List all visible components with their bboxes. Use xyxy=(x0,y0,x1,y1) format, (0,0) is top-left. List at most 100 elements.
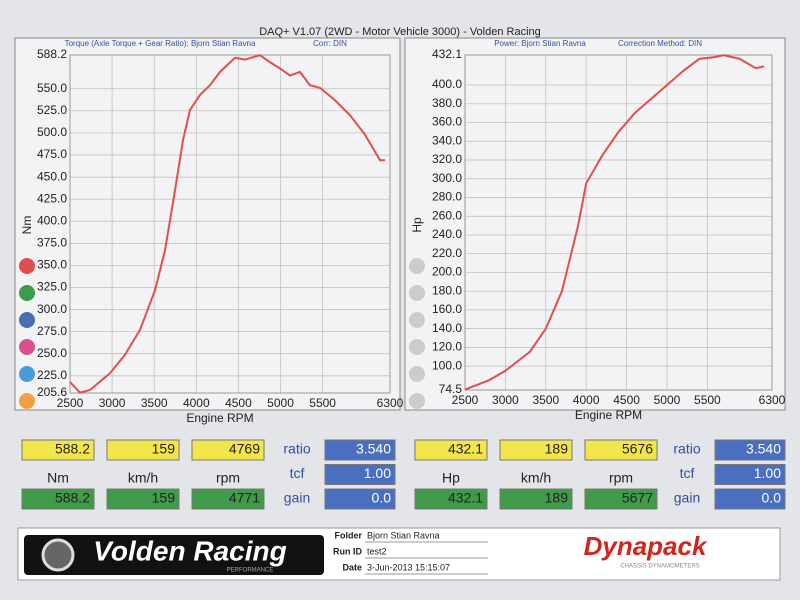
readout-cell xyxy=(191,439,265,461)
brand-sub: CHASSIS DYNAMOMETERS xyxy=(620,564,699,570)
readout-bottom: 588.2 xyxy=(55,490,90,506)
x-tick-label: 5000 xyxy=(654,393,681,407)
x-tick-label: 4500 xyxy=(225,396,252,410)
readout-units: Hp xyxy=(442,470,460,486)
chart-note: Correction Method: DIN xyxy=(618,39,702,48)
param-label: ratio xyxy=(673,441,700,457)
y-tick-label: 275.0 xyxy=(37,324,67,338)
field-value: Bjorn Stian Ravna xyxy=(367,530,440,540)
readout-cell xyxy=(499,439,573,461)
logo-box xyxy=(24,535,324,575)
y-tick-label: 525.0 xyxy=(37,103,67,117)
readout-bottom: 5677 xyxy=(622,490,653,506)
y-tick-label: 425.0 xyxy=(37,191,67,205)
y-tick-label: 200.0 xyxy=(432,265,462,279)
readout-top: 4769 xyxy=(229,441,260,457)
y-tick-label: 160.0 xyxy=(432,302,462,316)
y-tick-label: 100.0 xyxy=(432,358,462,372)
plot-frame xyxy=(69,54,391,394)
readout-units: km/h xyxy=(128,470,158,486)
logo-sub: PERFORMANCE xyxy=(227,568,274,574)
readout-units: rpm xyxy=(609,470,633,486)
readout-top: 588.2 xyxy=(55,441,90,457)
readout-units: Nm xyxy=(47,470,69,486)
y-tick-label: 450.0 xyxy=(37,169,67,183)
x-tick-label: 3500 xyxy=(532,393,559,407)
y-tick-label: 380.0 xyxy=(432,96,462,110)
readout-cell xyxy=(499,488,573,510)
param-label: gain xyxy=(284,490,310,506)
logo-wheel xyxy=(41,538,75,572)
param-cell xyxy=(324,488,396,510)
readout-top: 159 xyxy=(152,441,176,457)
y-tick-label: 432.1 xyxy=(432,47,462,61)
x-tick-label: 4000 xyxy=(573,393,600,407)
y-tick-label: 280.0 xyxy=(432,190,462,204)
param-label: tcf xyxy=(290,465,305,481)
brand: Dynapack xyxy=(584,531,708,561)
x-tick-label: 3000 xyxy=(99,396,126,410)
chart-frame xyxy=(404,37,786,411)
y-tick-label: 340.0 xyxy=(432,133,462,147)
legend-dot xyxy=(19,393,35,409)
y-tick-label: 360.0 xyxy=(432,115,462,129)
legend-dot xyxy=(19,312,35,328)
y-tick-label: 120.0 xyxy=(432,340,462,354)
y-tick-label: 550.0 xyxy=(37,81,67,95)
readout-cell xyxy=(106,439,180,461)
y-tick-label: 74.5 xyxy=(439,382,463,396)
y-axis-label: Nm xyxy=(20,216,34,235)
field-value: 3-Jun-2013 15:15:07 xyxy=(367,562,450,572)
y-tick-label: 475.0 xyxy=(37,147,67,161)
torque-line xyxy=(69,54,386,394)
readout-cell xyxy=(584,439,658,461)
x-tick-label: 3500 xyxy=(141,396,168,410)
legend-dot xyxy=(409,339,425,355)
y-tick-label: 220.0 xyxy=(432,246,462,260)
readout-cell xyxy=(414,488,488,510)
param-value: 1.00 xyxy=(754,465,781,481)
readout-cell xyxy=(21,439,95,461)
readout-bottom: 189 xyxy=(545,490,569,506)
logo: Volden Racing xyxy=(93,535,286,566)
legend-dot xyxy=(409,312,425,328)
y-tick-label: 320.0 xyxy=(432,152,462,166)
y-tick-label: 375.0 xyxy=(37,236,67,250)
field-label: Run ID xyxy=(333,546,362,556)
param-label: gain xyxy=(674,490,700,506)
param-value: 3.540 xyxy=(356,441,391,457)
page-title: DAQ+ V1.07 (2WD - Motor Vehicle 3000) - … xyxy=(259,26,541,38)
param-value: 3.540 xyxy=(746,441,781,457)
readout-bottom: 159 xyxy=(152,490,176,506)
readout-cell xyxy=(21,488,95,510)
y-tick-label: 400.0 xyxy=(432,77,462,91)
chart-frame xyxy=(14,37,401,411)
torque-line xyxy=(464,54,765,391)
readout-bottom: 4771 xyxy=(229,490,260,506)
legend-dot xyxy=(409,258,425,274)
y-tick-label: 140.0 xyxy=(432,321,462,335)
x-tick-label: 2500 xyxy=(57,396,84,410)
x-tick-label: 6300 xyxy=(377,396,404,410)
readout-cell xyxy=(414,439,488,461)
plot-frame xyxy=(464,54,773,391)
y-tick-label: 300.0 xyxy=(432,171,462,185)
readout-top: 189 xyxy=(545,441,569,457)
param-cell xyxy=(714,464,786,485)
y-tick-label: 240.0 xyxy=(432,227,462,241)
param-cell xyxy=(714,439,786,461)
param-label: tcf xyxy=(680,465,695,481)
param-label: ratio xyxy=(283,441,310,457)
y-tick-label: 250.0 xyxy=(37,346,67,360)
legend-dot xyxy=(19,285,35,301)
y-tick-label: 260.0 xyxy=(432,208,462,222)
y-axis-label: Hp xyxy=(410,217,424,233)
chart-subtitle: Torque (Axle Torque + Gear Ratio): Bjorn… xyxy=(65,39,256,48)
field-label: Date xyxy=(342,562,362,572)
y-tick-label: 180.0 xyxy=(432,283,462,297)
x-tick-label: 5500 xyxy=(309,396,336,410)
x-tick-label: 5000 xyxy=(267,396,294,410)
param-value: 0.0 xyxy=(372,490,392,506)
legend-dot xyxy=(19,258,35,274)
